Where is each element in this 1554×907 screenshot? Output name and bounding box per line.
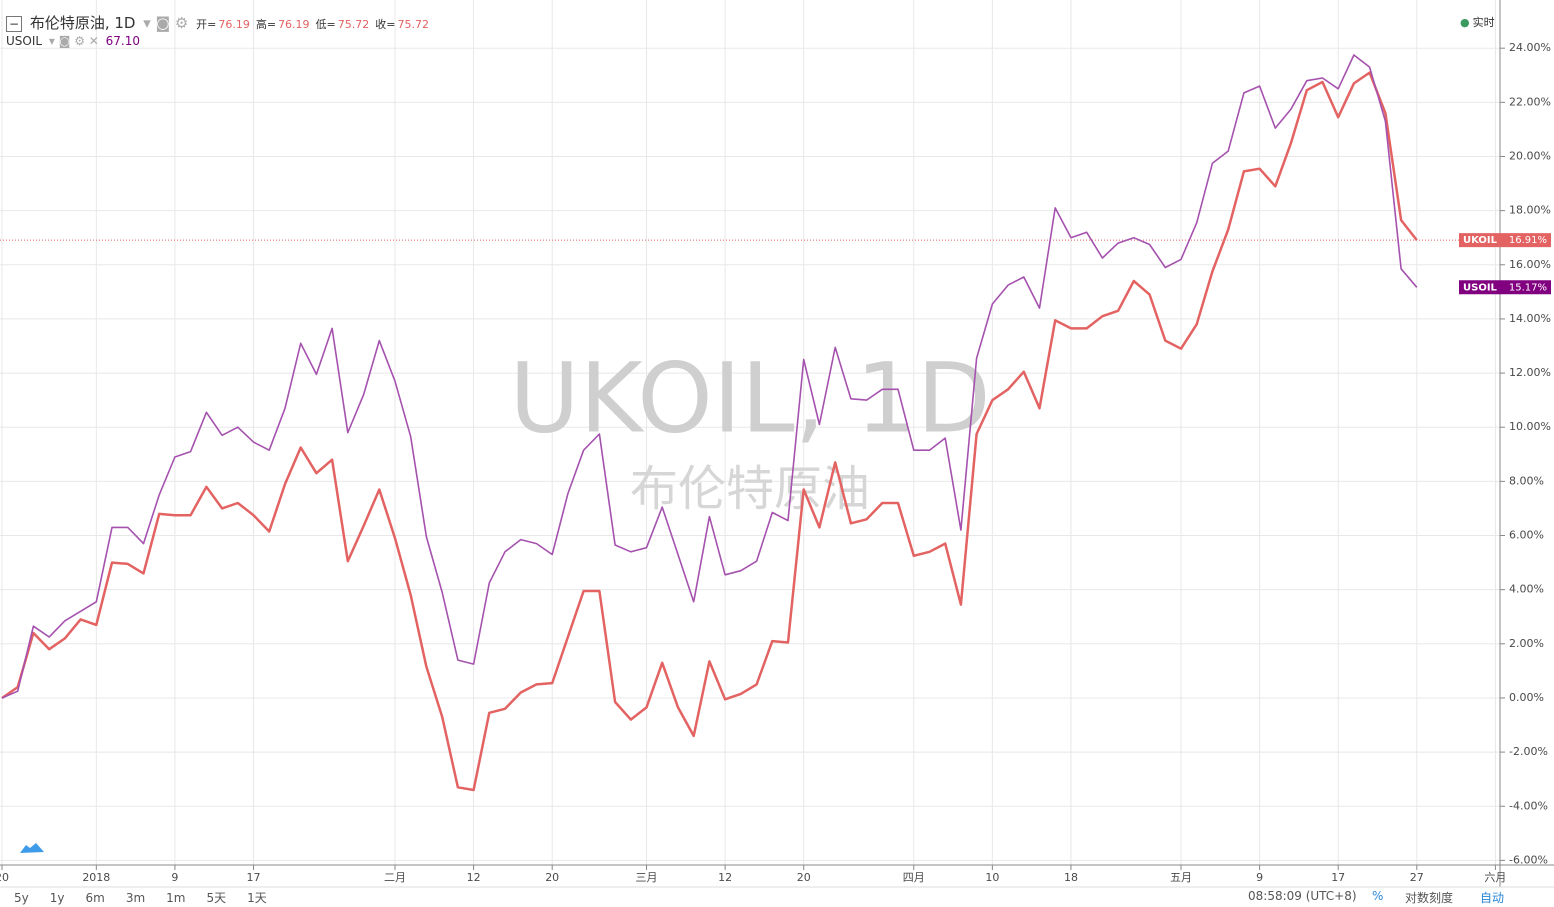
range-button[interactable]: 5y [14, 891, 29, 905]
x-tick-label: 18 [1064, 871, 1078, 884]
x-tick-label: 17 [1331, 871, 1345, 884]
price-tag-value: 15.17% [1509, 282, 1547, 293]
y-tick-label: 2.00% [1509, 637, 1544, 650]
logo [20, 843, 44, 853]
y-tick-label: -6.00% [1509, 853, 1548, 866]
lines [0, 54, 1500, 792]
legend-title-row: − 布伦特原油, 1D ▾ ◙ ⚙ 开= 76.19 高= 76.19 低= 75.72 收… [6, 12, 438, 33]
x-tick-label: 20 [545, 871, 559, 884]
x-tick-label: 2018 [82, 871, 110, 884]
toolbar: 5y 1y 6m 3m 1m 5天 1天 08:58:09 (UTC+8)% 对数刻度 自动 [0, 889, 1554, 907]
x-tick-label: 四月 [903, 871, 925, 884]
ohlc-label: 收= [375, 18, 396, 31]
price-tag [1459, 233, 1551, 248]
y-tick-label: 18.00% [1509, 204, 1551, 217]
price-tag-value: 16.91% [1509, 235, 1547, 246]
ohlc-value: 75.72 [337, 18, 370, 31]
range-button[interactable]: 1y [49, 891, 65, 905]
x-tick-label: 9 [1256, 871, 1263, 884]
price-tag-name: USOIL [1463, 282, 1498, 293]
x-tick-label: 二月 [384, 871, 406, 884]
option-button[interactable]: 对数刻度 [1405, 891, 1454, 905]
x-tick-label: 20 [797, 871, 811, 884]
y-tick-label: 22.00% [1509, 95, 1551, 108]
x-tick-label: 17 [247, 871, 261, 884]
x-tick-label: 三月 [636, 871, 658, 884]
status: ● 实时 [1460, 16, 1495, 29]
y-tick-label: 0.00% [1509, 691, 1544, 704]
y-tick-label: 14.00% [1509, 312, 1551, 325]
y-tick-label: 4.00% [1509, 583, 1544, 596]
title: 布伦特原油, 1D [29, 14, 136, 32]
axes: -6.00% -4.00% -2.00% 0.00% 2.00% 4.00% 6.00% 8.… [0, 41, 1551, 884]
status-text: 实时 [1472, 16, 1495, 29]
clock: 08:58:09 (UTC+8) [1248, 889, 1357, 903]
watermark: UKOIL, 1D [509, 342, 990, 454]
range-button[interactable]: 3m [125, 891, 146, 905]
x-tick-label: 9 [171, 871, 178, 884]
ohlc-label: 开= [196, 18, 217, 31]
y-tick-label: -2.00% [1509, 745, 1548, 758]
ohlc-value: 75.72 [397, 18, 430, 31]
ohlc-label: 高= [255, 18, 277, 31]
x-tick-label: 五月 [1170, 871, 1192, 884]
y-tick-label: 12.00% [1509, 366, 1551, 379]
x-tick-label: 20 [0, 871, 9, 884]
range-button[interactable]: 1m [166, 891, 186, 905]
option-button[interactable]: 自动 [1480, 891, 1505, 905]
x-tick-label: 12 [718, 871, 732, 884]
y-tick-label: 10.00% [1509, 420, 1551, 433]
ohlc-value: 76.19 [218, 18, 250, 31]
range-button[interactable]: 5天 [206, 891, 227, 905]
x-tick-label: 27 [1410, 871, 1424, 884]
secondary-value: 67.10 [105, 34, 141, 48]
price-tag [1459, 280, 1551, 295]
option-button[interactable]: % [1372, 889, 1384, 903]
y-tick-label: -4.00% [1509, 799, 1548, 812]
range-button[interactable]: 6m [85, 891, 105, 905]
secondary-name: USOIL [6, 34, 43, 48]
y-tick-label: 8.00% [1509, 474, 1544, 487]
ohlc: 开= 76.19 高= 76.19 低= 75.72 收= 75.72 [196, 14, 435, 32]
x-tick-label: 12 [467, 871, 481, 884]
ohlc-value: 76.19 [278, 18, 310, 31]
range-button[interactable]: 1天 [247, 891, 267, 905]
price-tag-name: UKOIL [1463, 235, 1498, 246]
y-tick-label: 24.00% [1509, 41, 1551, 54]
x-tick-label: 六月 [1484, 871, 1506, 884]
grid [0, 0, 1500, 865]
series-line [1, 54, 1418, 699]
y-tick-label: 6.00% [1509, 529, 1544, 542]
y-tick-label: 20.00% [1509, 149, 1551, 162]
x-tick-label: 10 [985, 871, 999, 884]
series-line [1, 71, 1418, 792]
y-tick-label: 16.00% [1509, 258, 1551, 271]
ohlc-label: 低= [315, 18, 336, 31]
legend-secondary-row: USOIL ▾ ◙ ⚙ ✕ 67.10 [6, 34, 141, 48]
